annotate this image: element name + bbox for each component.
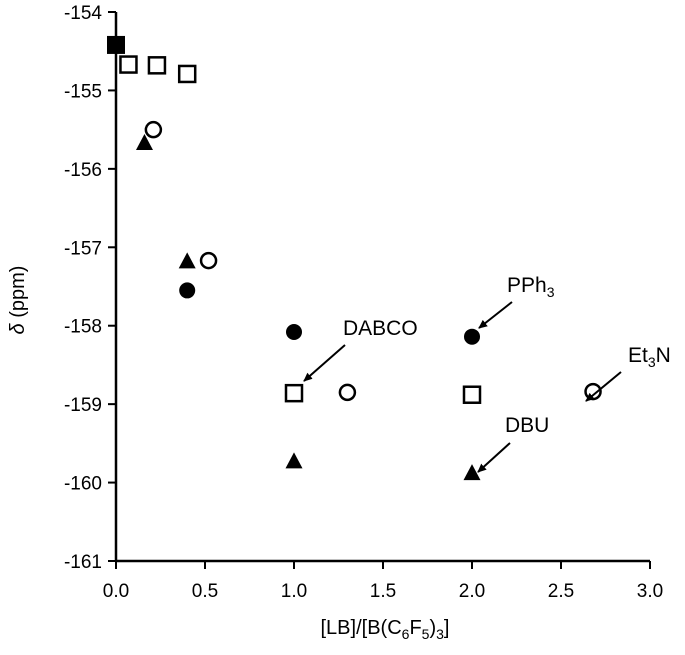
y-tick-label: -158 [64,317,102,338]
annotation-arrow-pph3 [478,301,513,329]
data-point-open-square [147,56,167,75]
data-point-open-square [177,64,197,84]
annotation-label-et3n: Et3N [628,344,671,370]
x-axis-title-sub: 6 [402,626,410,642]
annotation-arrow-dbu [477,442,511,473]
x-axis-title-sub: 5 [422,626,430,642]
data-point-filled-circle [286,323,302,340]
annotation-label-text: DABCO [343,317,418,340]
data-point-open-square [462,385,482,404]
y-tick-label: -160 [64,474,102,495]
annotation-label-text: Et [628,344,648,367]
data-point-filled-square [107,35,125,54]
y-axis-title: δ (ppm) [7,266,29,335]
x-axis-title-sub: 3 [436,626,444,642]
x-axis-title-part: ] [444,617,450,639]
data-point-open-circle [144,120,163,139]
annotation-label-text: PPh [507,274,547,297]
data-point-open-circle [199,251,218,270]
annotation-label-dbu: DBU [505,414,549,437]
data-point-open-square [284,383,304,403]
x-axis-title-part: ) [429,617,436,639]
data-point-filled-triangle [178,252,196,269]
annotation-label-sub: 3 [547,284,555,300]
x-tick-label: 0.0 [103,581,129,602]
x-tick-label: 3.0 [637,581,663,602]
data-point-filled-triangle [135,133,153,150]
data-points [107,35,602,481]
y-tick-label: -157 [64,238,102,259]
annotation-label-dabco: DABCO [343,317,418,340]
data-point-filled-circle [179,282,196,299]
x-tick-label: 0.5 [192,581,218,602]
y-tick-label: -155 [64,81,102,102]
annotation-label-text: N [656,344,671,367]
y-tick-label: -159 [64,395,102,416]
x-tick-label: 1.5 [370,581,396,602]
data-point-filled-circle [464,328,480,345]
x-tick-label: 1.0 [281,581,307,602]
y-tick-label: -161 [64,552,102,573]
y-tick-label: -156 [64,160,102,181]
data-point-filled-triangle [463,464,481,481]
x-tick-label: 2.5 [548,581,574,602]
annotation-arrow-dabco [303,344,346,382]
data-point-open-circle [338,383,357,402]
x-axis-title: [LB]/[B(C6F5)3] [321,617,450,642]
annotation-label-text: DBU [505,414,549,437]
data-point-filled-triangle [285,452,303,469]
x-axis-title-part: F [409,617,421,639]
annotation-label-sub: 3 [648,354,656,370]
annotation-label-pph3: PPh3 [507,274,555,300]
data-point-open-square [119,55,138,74]
y-axis-title-unit: (ppm) [7,266,29,324]
y-tick-label: -154 [64,3,102,24]
x-axis-title-part: [LB]/[B(C [321,617,402,639]
y-axis-title-symbol: δ [7,322,29,334]
annotation-arrow-et3n [585,371,622,402]
x-tick-label: 2.0 [459,581,485,602]
